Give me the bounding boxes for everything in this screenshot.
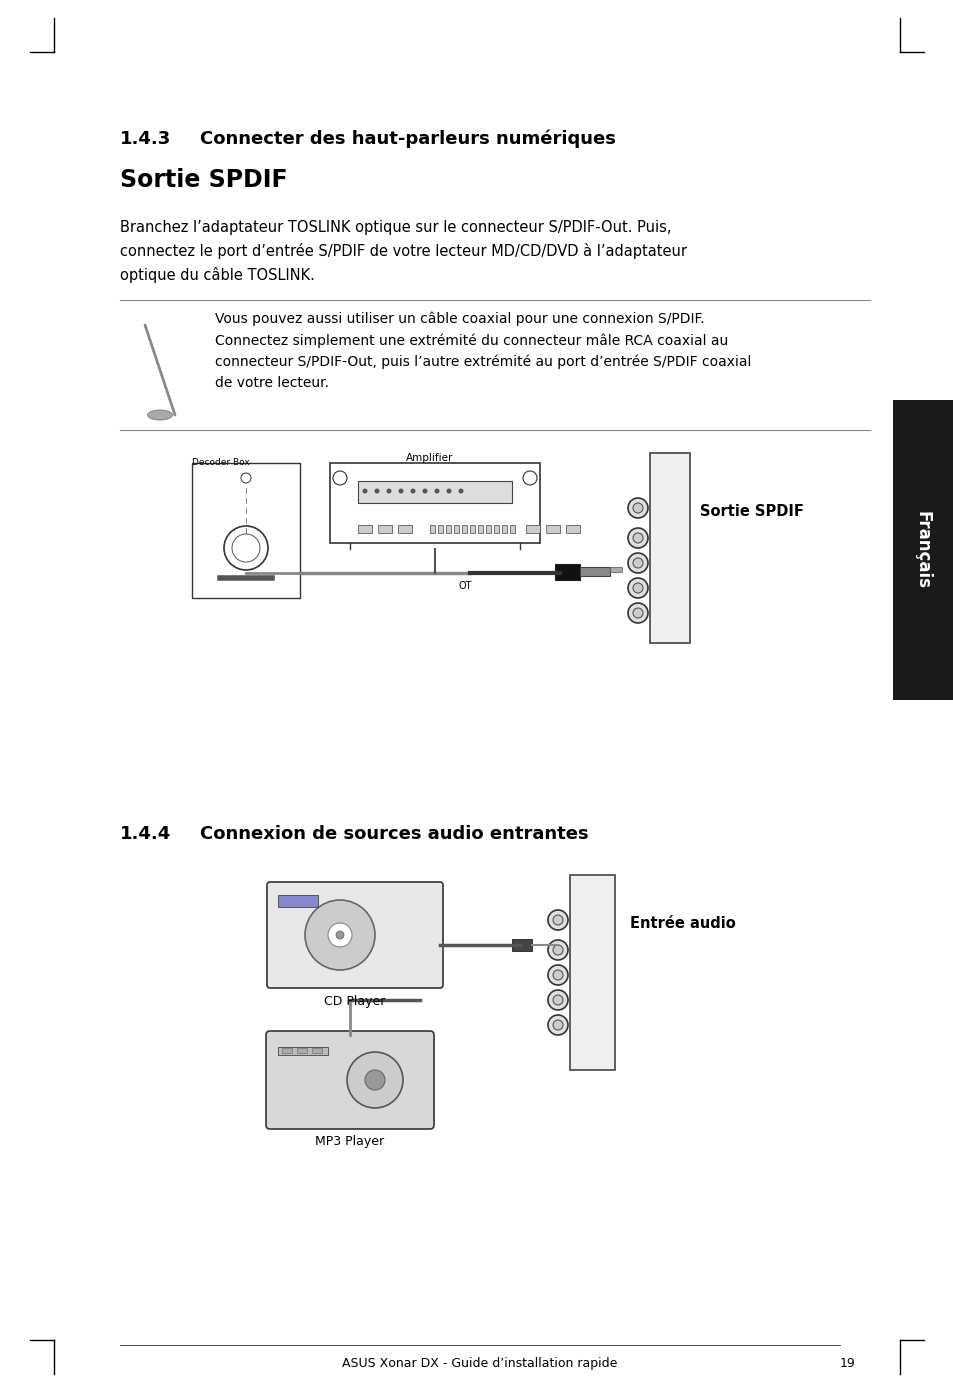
Circle shape (305, 901, 375, 970)
Text: Entrée audio: Entrée audio (629, 916, 735, 930)
Circle shape (547, 965, 567, 986)
Bar (357, 482, 512, 503)
Bar (296, 1048, 307, 1052)
Bar (545, 525, 559, 533)
Bar (494, 525, 498, 533)
Text: Amplifier: Amplifier (406, 452, 454, 464)
Circle shape (627, 553, 647, 574)
Bar (357, 525, 372, 533)
Text: Connexion de sources audio entrantes: Connexion de sources audio entrantes (200, 825, 588, 844)
Circle shape (627, 528, 647, 548)
Circle shape (553, 1020, 562, 1030)
FancyBboxPatch shape (267, 883, 442, 988)
Bar (485, 525, 491, 533)
Circle shape (553, 915, 562, 926)
Text: Decoder Box: Decoder Box (192, 458, 250, 466)
Circle shape (553, 970, 562, 980)
Circle shape (386, 489, 391, 494)
Bar (437, 525, 442, 533)
Circle shape (633, 583, 642, 593)
Text: 19: 19 (840, 1357, 855, 1370)
Bar (501, 525, 506, 533)
Bar (649, 452, 689, 643)
Circle shape (347, 1052, 402, 1108)
Text: CD Player: CD Player (324, 995, 385, 1008)
Text: Branchez l’adaptateur TOSLINK optique sur le connecteur S/PDIF-Out. Puis,
connec: Branchez l’adaptateur TOSLINK optique su… (120, 220, 686, 283)
Circle shape (398, 489, 403, 494)
Circle shape (375, 489, 379, 494)
Text: Français: Français (913, 511, 931, 589)
Circle shape (627, 578, 647, 599)
Circle shape (362, 489, 367, 494)
Bar (397, 525, 412, 533)
Bar (446, 525, 451, 533)
Circle shape (553, 995, 562, 1005)
FancyBboxPatch shape (892, 400, 953, 700)
Bar (377, 525, 392, 533)
Bar (477, 525, 482, 533)
Bar (569, 876, 615, 1070)
Bar (470, 525, 475, 533)
Text: Connecter des haut-parleurs numériques: Connecter des haut-parleurs numériques (200, 129, 616, 149)
FancyBboxPatch shape (266, 1031, 434, 1129)
Circle shape (547, 1015, 567, 1036)
Bar (609, 567, 621, 572)
Text: 1.4.4: 1.4.4 (120, 825, 172, 844)
Bar (565, 525, 579, 533)
Text: ASUS Xonar DX - Guide d’installation rapide: ASUS Xonar DX - Guide d’installation rap… (342, 1357, 617, 1370)
Bar (555, 564, 579, 580)
Circle shape (410, 489, 416, 494)
Circle shape (633, 503, 642, 514)
Text: OT: OT (457, 580, 471, 592)
Circle shape (627, 498, 647, 518)
Circle shape (633, 608, 642, 618)
Bar (312, 1048, 322, 1052)
Circle shape (328, 923, 352, 947)
Bar (430, 525, 435, 533)
Bar (579, 567, 609, 576)
Circle shape (335, 931, 344, 940)
Text: 1.4.3: 1.4.3 (120, 129, 172, 148)
Text: Vous pouvez aussi utiliser un câble coaxial pour une connexion S/PDIF.
Connectez: Vous pouvez aussi utiliser un câble coax… (214, 312, 751, 390)
Text: Sortie SPDIF: Sortie SPDIF (120, 168, 287, 192)
Circle shape (627, 603, 647, 624)
Bar (277, 895, 317, 908)
Circle shape (434, 489, 439, 494)
Circle shape (422, 489, 427, 494)
Bar (461, 525, 467, 533)
Circle shape (633, 558, 642, 568)
Circle shape (547, 910, 567, 930)
Circle shape (547, 940, 567, 960)
Circle shape (553, 945, 562, 955)
Circle shape (547, 990, 567, 1011)
Circle shape (446, 489, 451, 494)
Bar (510, 525, 515, 533)
Ellipse shape (148, 411, 172, 420)
Circle shape (458, 489, 463, 494)
Circle shape (633, 533, 642, 543)
Circle shape (365, 1070, 385, 1090)
Text: MP3 Player: MP3 Player (315, 1134, 384, 1148)
Bar (525, 525, 539, 533)
Bar (454, 525, 458, 533)
Bar (192, 464, 299, 599)
Bar (282, 1048, 292, 1052)
Text: Sortie SPDIF: Sortie SPDIF (700, 504, 803, 518)
Bar (277, 1047, 328, 1055)
Bar (330, 464, 539, 543)
Bar (512, 940, 532, 951)
